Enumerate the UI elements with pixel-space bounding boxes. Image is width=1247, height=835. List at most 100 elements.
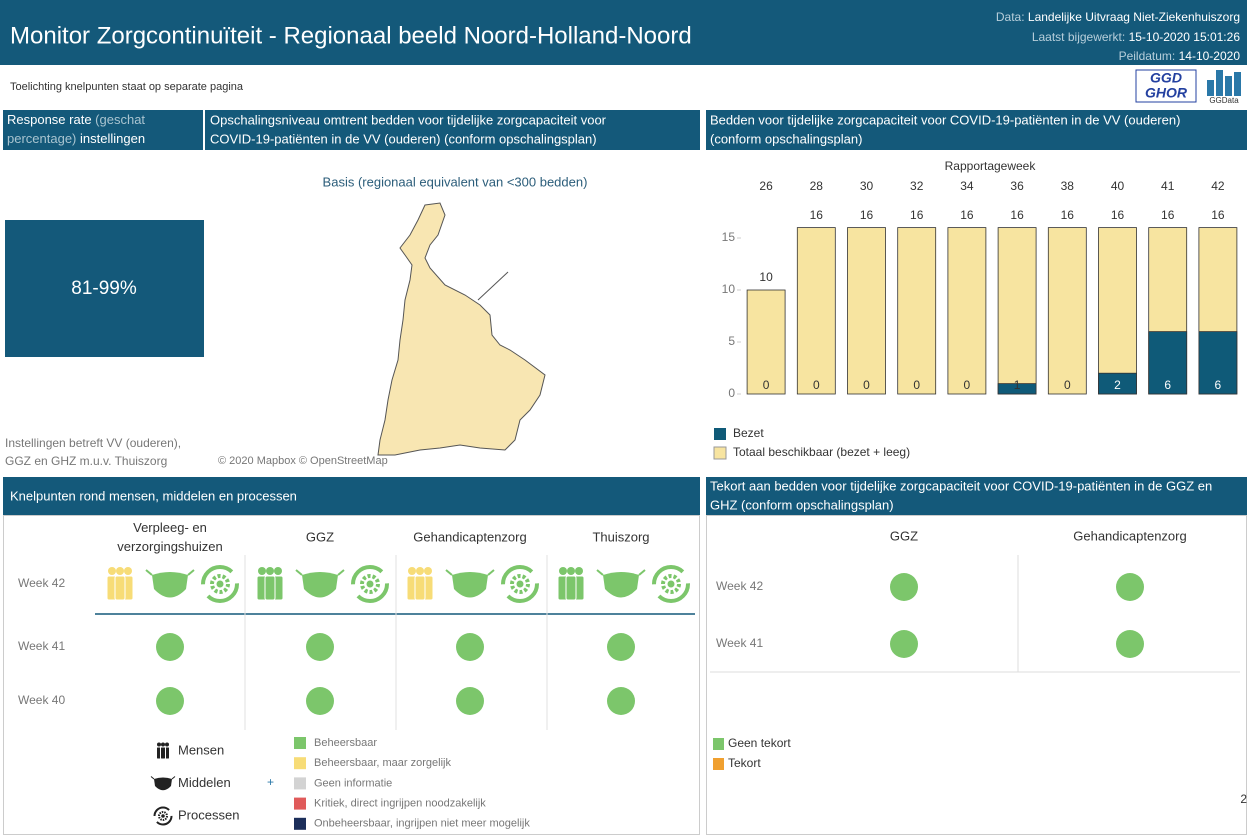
afsluitdijk (477, 271, 509, 301)
logo-text: GHOR (1145, 85, 1188, 101)
status-dot (890, 573, 918, 601)
status-dot (156, 687, 184, 715)
panel-header (3, 110, 203, 150)
x-tick-label: 26 (759, 179, 773, 193)
value-label: 6 (1164, 378, 1171, 392)
t: (geschat (92, 112, 146, 127)
value-label: 16 (1161, 208, 1175, 222)
icon-part (661, 574, 681, 594)
legend-swatch (294, 797, 306, 810)
icon-middelen (145, 569, 195, 598)
legend-label: Geen tekort (728, 736, 791, 750)
value-label: 1 (1014, 378, 1021, 392)
value: 14-10-2020 (1179, 49, 1241, 63)
value-label: 10 (759, 270, 773, 284)
value-label: 16 (910, 208, 924, 222)
icon-part (157, 742, 161, 747)
legend-icon (153, 806, 173, 826)
logo-bar (1234, 72, 1241, 96)
legend-icon (156, 742, 170, 760)
label: Data: (996, 10, 1025, 24)
value-label: 16 (960, 208, 974, 222)
logo-bar (1225, 76, 1232, 96)
icon-middelen (596, 569, 646, 598)
icon-part (302, 572, 338, 598)
status-dot (607, 633, 635, 661)
icon-part (108, 567, 116, 575)
icon-part (416, 567, 424, 575)
value-label: 0 (964, 378, 971, 392)
plus: + (267, 775, 274, 789)
panel-title: Tekort aan bedden voor tijdelijke zorgca… (710, 478, 1212, 493)
legend-label: Bezet (733, 426, 764, 440)
x-tick-label: 30 (860, 179, 874, 193)
icon-part (152, 572, 188, 598)
panel-title: COVID-19-patiënten in de VV (ouderen) (c… (210, 131, 597, 146)
panel-title: (conform opschalingsplan) (710, 131, 862, 146)
legend-swatch (294, 737, 306, 749)
value-label: 16 (810, 208, 824, 222)
icon-part (452, 572, 488, 598)
icon-mensen (106, 567, 134, 601)
icon-part (216, 580, 224, 588)
icon-part (510, 574, 530, 594)
icon-mensen (557, 567, 585, 601)
icon-part (575, 567, 583, 575)
bar (947, 227, 987, 395)
icon-mensen (256, 567, 284, 601)
row-label: Week 41 (716, 636, 763, 650)
title: Monitor Zorgcontinuïteit - Regionaal bee… (10, 22, 692, 49)
legend-label: Middelen (178, 775, 231, 790)
label: Laatst bijgewerkt: (1032, 30, 1125, 44)
bar (1098, 372, 1137, 395)
icon-part (264, 575, 276, 601)
x-tick-label: 40 (1111, 179, 1125, 193)
legend-label: Beheersbaar, maar zorgelijk (314, 757, 451, 769)
row-label: Week 42 (716, 579, 763, 593)
value-label: 16 (1061, 208, 1075, 222)
t: instellingen (76, 131, 145, 146)
status-dot (1116, 630, 1144, 658)
logo-text: GGD (1150, 70, 1182, 86)
logo-text: GGData (1209, 96, 1239, 105)
panel-header (706, 110, 1247, 150)
label: Peildatum: (1119, 49, 1176, 63)
icon-part (258, 567, 266, 575)
panel-title: percentage) instellingen (7, 131, 145, 146)
panel-title: Bedden voor tijdelijke zorgcapaciteit vo… (710, 112, 1180, 127)
icon-part (559, 567, 567, 575)
legend-icon (150, 776, 176, 791)
bar (1098, 227, 1137, 395)
row-label: Week 42 (18, 576, 65, 590)
bar (897, 227, 937, 395)
icon-mensen (406, 567, 434, 601)
icon-part (360, 574, 380, 594)
icon-part (596, 569, 646, 576)
value-label: 0 (913, 378, 920, 392)
legend-label: Totaal beschikbaar (bezet + leeg) (733, 445, 910, 459)
x-tick-label: 42 (1211, 179, 1225, 193)
icon-part (161, 814, 165, 818)
panel-title: Knelpunten rond mensen, middelen en proc… (10, 488, 297, 503)
icon-part (210, 574, 230, 594)
header-band (0, 0, 1247, 65)
icon-part (424, 567, 432, 575)
page-number: 2 (1240, 792, 1247, 806)
icon-part (116, 567, 124, 575)
legend-label: Kritiek, direct ingrijpen noodzakelijk (314, 798, 486, 810)
map-credit: © 2020 Mapbox © OpenStreetMap (218, 455, 388, 467)
footnote: GGZ en GHZ m.u.v. Thuiszorg (5, 454, 167, 468)
icon-processen (351, 565, 389, 603)
bar (997, 383, 1037, 395)
panel-title: Opschalingsniveau omtrent bedden voor ti… (210, 112, 607, 127)
icon-part (667, 580, 675, 588)
x-tick-label: 36 (1010, 179, 1024, 193)
response-box (5, 220, 204, 357)
icon-part (445, 569, 495, 576)
column-header: Thuiszorg (592, 529, 649, 544)
ggdata-logo: GGData (1207, 70, 1241, 105)
icon-part (603, 572, 639, 598)
icon-part (114, 575, 126, 601)
column-header: verzorgingshuizen (117, 539, 223, 554)
